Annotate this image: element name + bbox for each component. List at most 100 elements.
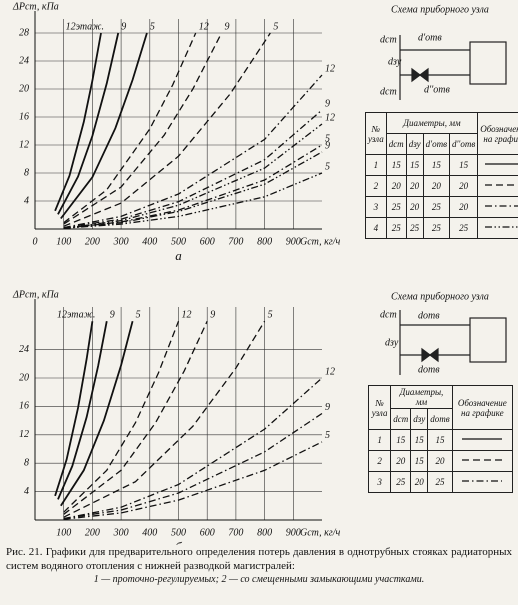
scheme-label: dзу	[388, 56, 402, 67]
valve	[411, 67, 429, 83]
curve	[63, 320, 208, 515]
x-tick-label: 800	[257, 527, 272, 538]
header-cell: dст	[385, 133, 407, 155]
legend-sample	[484, 205, 518, 207]
curve	[63, 123, 323, 229]
scheme-title: Схема приборного узла	[391, 4, 489, 15]
curve	[63, 320, 266, 518]
x-tick-label: 300	[113, 527, 129, 538]
y-tick-label: 24	[19, 55, 29, 66]
y-tick-label: 16	[19, 401, 29, 412]
x-tick-label: 900	[286, 527, 301, 538]
y-tick-label: 8	[24, 167, 29, 178]
curve-label: 9	[325, 140, 330, 151]
x-tick-label: 100	[56, 236, 71, 247]
table-cell: 20	[448, 175, 479, 197]
table-row: 1 15 15 15	[367, 429, 514, 451]
legend-cell	[451, 471, 514, 493]
curve-label: 5	[325, 133, 330, 144]
y-tick-label: 28	[19, 27, 29, 38]
scheme-label: dст	[380, 34, 397, 45]
chart: 0 100 200 300 400 500 600 700 800 900 4 8 12 16 20 24 28…	[12, 1, 340, 263]
curve	[63, 32, 271, 227]
curve	[63, 32, 223, 225]
header-cell: Диаметры, мм	[385, 112, 479, 134]
x-axis-label: Gст, кг/ч	[300, 236, 340, 247]
figure: Схема приборного узла dст d'отв dзу d''о…	[12, 1, 507, 545]
table-cell: 15	[410, 429, 429, 451]
curve-label: 12	[182, 309, 192, 320]
curve	[57, 32, 120, 215]
legend-cell	[451, 450, 514, 472]
curve-label: 12этаж.	[66, 21, 104, 32]
legend-cell	[451, 429, 514, 451]
header-cell: dзу	[405, 133, 424, 155]
header-cell: d'отв	[422, 133, 450, 155]
scheme: Схема приборного узла dст dотв dзу dотв	[380, 291, 507, 375]
header-cell: Диаметры, мм	[390, 385, 453, 409]
table-cell: 1	[367, 429, 392, 451]
header-cell: dотв	[427, 408, 453, 430]
curve	[63, 412, 323, 520]
table-cell: 25	[390, 471, 412, 493]
y-axis-label: ΔPст, кПа	[12, 289, 59, 300]
scheme-label: dзу	[385, 337, 399, 348]
curve-label: 5	[325, 161, 330, 172]
curve-label: 12этаж.	[57, 309, 95, 320]
table-cell: 2	[365, 175, 387, 197]
x-tick-label: 200	[85, 527, 100, 538]
header-cell: d''отв	[448, 133, 479, 155]
x-tick-label: 900	[286, 236, 301, 247]
curve	[63, 32, 197, 224]
table-cell: 20	[410, 471, 429, 493]
table-cell: 15	[427, 429, 453, 451]
table-cell: 20	[390, 450, 412, 472]
y-tick-label: 8	[24, 457, 29, 468]
curve	[63, 109, 323, 229]
curve	[63, 377, 323, 520]
curve	[54, 32, 102, 212]
x-tick-label: 200	[85, 236, 100, 247]
curve-label: 5	[150, 21, 155, 32]
scheme-label: d''отв	[424, 84, 450, 95]
x-tick-label: 500	[171, 527, 186, 538]
header-cell: № узла	[367, 385, 392, 430]
header-cell: № узла	[365, 112, 387, 155]
y-tick-label: 20	[19, 372, 29, 383]
table-cell: 20	[448, 196, 479, 218]
curve	[63, 320, 180, 513]
x-tick-label: 600	[200, 527, 215, 538]
table-cell: 25	[427, 471, 453, 493]
table-cell: 25	[448, 217, 479, 239]
table-cell: 15	[448, 154, 479, 176]
curve	[60, 32, 148, 220]
scheme-label: dотв	[418, 310, 440, 321]
header-cell: Обозначение на графике	[451, 385, 514, 430]
table-cell: 3	[367, 471, 392, 493]
curve-label: 9	[210, 309, 215, 320]
caption: Рис. 21. Графики для предварительного оп…	[6, 545, 512, 587]
table-row: 2 20 15 20	[367, 450, 514, 472]
table-cell: 15	[422, 154, 450, 176]
header-cell: Обозначение на графике	[477, 112, 518, 155]
chart-subtitle: а	[175, 248, 182, 263]
curve	[63, 441, 323, 520]
table-cell: 4	[365, 217, 387, 239]
chart-subtitle: б	[175, 539, 182, 545]
caption-note: 1 — проточно-регулируемых; 2 — со смещен…	[93, 574, 425, 585]
curve	[63, 74, 323, 229]
header-cell: dзу	[410, 408, 429, 430]
curve-label: 5	[325, 430, 330, 441]
x-tick-label: 0	[33, 236, 38, 247]
table-row: 4 25 25 25 25	[365, 217, 518, 239]
table-row: 3 25 20 25 20	[365, 196, 518, 218]
table-row: 2 20 20 20 20	[365, 175, 518, 197]
legend-cell	[477, 154, 518, 176]
curve	[63, 144, 323, 229]
scheme: Схема приборного узла dст d'отв dзу d''о…	[380, 4, 507, 100]
curve-label: 9	[325, 98, 330, 109]
table-cell: 15	[410, 450, 429, 472]
curve-label: 12	[325, 366, 335, 377]
